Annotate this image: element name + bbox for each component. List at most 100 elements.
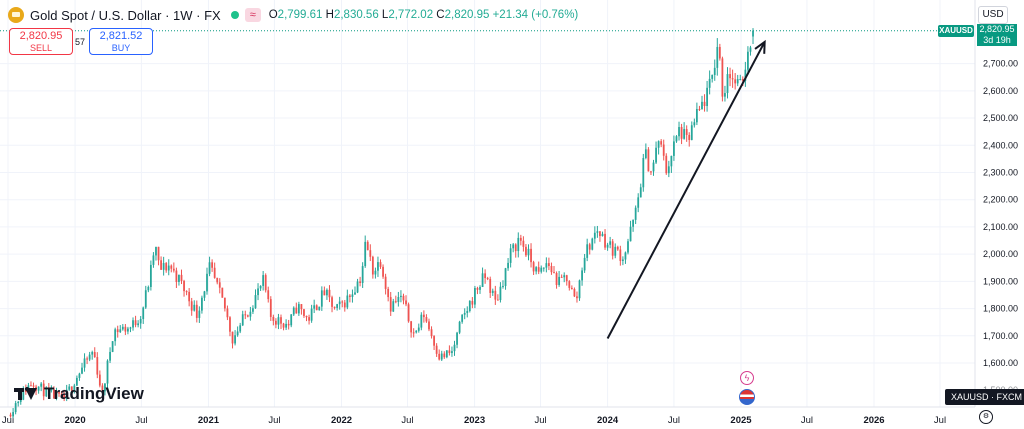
candle-body bbox=[415, 330, 418, 333]
candle-body bbox=[509, 248, 512, 263]
candle-body bbox=[305, 315, 308, 318]
candle-body bbox=[644, 149, 647, 159]
candle-body bbox=[387, 288, 390, 298]
candle-body bbox=[116, 329, 119, 333]
candle-body bbox=[139, 319, 142, 324]
candle-body bbox=[731, 78, 734, 80]
candle-body bbox=[104, 383, 106, 392]
candle-body bbox=[37, 386, 40, 391]
candle-body bbox=[593, 232, 596, 239]
candle-body bbox=[752, 30, 754, 37]
y-tick-label: 2,700.00 bbox=[983, 59, 1018, 69]
x-tick-label: 2021 bbox=[198, 415, 220, 426]
candle-body bbox=[657, 141, 660, 148]
trend-arrow-head bbox=[754, 39, 766, 54]
candle-body bbox=[525, 246, 527, 256]
candle-body bbox=[180, 274, 183, 281]
candle-body bbox=[555, 273, 558, 285]
candle-body bbox=[599, 231, 601, 237]
y-tick-label: 1,900.00 bbox=[983, 276, 1018, 286]
candle-body bbox=[295, 307, 298, 314]
sell-button[interactable]: 2,820.95 SELL bbox=[9, 28, 73, 55]
candle-body bbox=[655, 147, 657, 163]
candle-body bbox=[729, 74, 731, 79]
candle-body bbox=[634, 207, 637, 220]
candle-body bbox=[624, 252, 627, 260]
candle-body bbox=[193, 304, 196, 311]
candle-body bbox=[45, 387, 48, 397]
candle-body bbox=[144, 290, 147, 308]
candle-body bbox=[366, 241, 369, 251]
candle-body bbox=[290, 314, 293, 326]
candle-body bbox=[262, 275, 265, 286]
candle-body bbox=[701, 101, 703, 110]
candle-body bbox=[310, 308, 313, 321]
candle-body bbox=[259, 285, 262, 289]
candle-body bbox=[178, 274, 180, 282]
candle-body bbox=[244, 314, 247, 316]
sell-label: SELL bbox=[29, 43, 53, 53]
candle-body bbox=[662, 144, 665, 156]
candle-body bbox=[114, 329, 117, 342]
x-tick-label: Jul bbox=[934, 415, 946, 426]
tradingview-logo[interactable]: TradingView bbox=[14, 384, 144, 404]
candle-body bbox=[341, 301, 344, 303]
currency-button[interactable]: USD bbox=[978, 6, 1008, 24]
candle-body bbox=[639, 187, 642, 198]
candle-body bbox=[132, 320, 134, 328]
candle-body bbox=[588, 244, 591, 250]
candle-body bbox=[688, 134, 691, 140]
candle-body bbox=[198, 310, 201, 318]
candle-body bbox=[713, 67, 716, 75]
candle-body bbox=[14, 403, 17, 413]
candle-body bbox=[609, 241, 612, 245]
us-flag-event-icon[interactable] bbox=[739, 389, 755, 405]
candle-body bbox=[264, 275, 267, 291]
x-tick-label: Jul bbox=[401, 415, 413, 426]
candle-body bbox=[621, 259, 624, 261]
candle-body bbox=[274, 320, 277, 325]
candle-body bbox=[19, 399, 22, 402]
candle-body bbox=[361, 266, 364, 283]
candle-body bbox=[708, 78, 711, 88]
candle-body bbox=[690, 125, 693, 140]
candle-body bbox=[489, 278, 492, 293]
x-tick-label: Jul bbox=[534, 415, 546, 426]
candle-body bbox=[223, 297, 226, 309]
candle-body bbox=[152, 255, 155, 265]
sell-price: 2,820.95 bbox=[19, 30, 63, 42]
candle-body bbox=[9, 414, 12, 417]
candle-body bbox=[512, 244, 515, 249]
candle-body bbox=[348, 295, 351, 297]
candle-body bbox=[216, 277, 219, 283]
lightning-event-icon[interactable]: ϟ bbox=[740, 371, 754, 385]
candle-body bbox=[491, 290, 494, 293]
buy-label: BUY bbox=[111, 43, 131, 53]
candle-body bbox=[50, 389, 53, 391]
candle-body bbox=[389, 297, 392, 312]
candle-body bbox=[560, 276, 563, 278]
candle-body bbox=[318, 306, 321, 311]
candle-body bbox=[548, 263, 550, 267]
y-tick-label: 2,500.00 bbox=[983, 113, 1018, 123]
y-tick-label: 1,800.00 bbox=[983, 304, 1018, 314]
candle-body bbox=[119, 329, 122, 333]
candle-body bbox=[392, 301, 395, 312]
candle-body bbox=[203, 291, 206, 298]
symbol-title[interactable]: Gold Spot / U.S. Dollar · 1W · FX bbox=[30, 7, 221, 23]
candle-body bbox=[170, 265, 173, 269]
candle-body bbox=[527, 248, 530, 256]
candle-body bbox=[109, 351, 111, 361]
settings-gear-icon[interactable]: ⚙ bbox=[979, 410, 993, 424]
candle-body bbox=[241, 314, 244, 326]
x-tick-label: Jul bbox=[268, 415, 280, 426]
candle-body bbox=[323, 290, 326, 296]
approx-icon[interactable]: ≈ bbox=[244, 8, 261, 22]
candle-body bbox=[231, 331, 234, 344]
buy-button[interactable]: 2,821.52 BUY bbox=[89, 28, 153, 55]
candle-body bbox=[257, 288, 259, 296]
candle-body bbox=[445, 350, 448, 358]
candle-body bbox=[680, 127, 683, 139]
candle-body bbox=[234, 335, 236, 344]
